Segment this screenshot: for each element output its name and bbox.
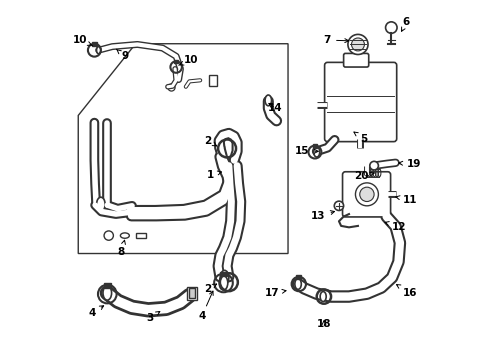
Ellipse shape	[314, 147, 320, 157]
Bar	[174, 60, 178, 63]
Ellipse shape	[97, 46, 101, 54]
Text: 10: 10	[73, 35, 93, 45]
Circle shape	[351, 38, 365, 51]
Text: 18: 18	[317, 319, 331, 329]
Circle shape	[386, 22, 397, 33]
Ellipse shape	[220, 270, 229, 285]
Ellipse shape	[265, 95, 271, 106]
Text: 4: 4	[198, 291, 213, 321]
Circle shape	[360, 187, 374, 202]
Bar	[136, 233, 147, 238]
Text: 2: 2	[204, 284, 217, 294]
Bar	[296, 275, 301, 279]
Bar	[187, 287, 197, 300]
Circle shape	[355, 183, 378, 206]
Text: 7: 7	[324, 35, 349, 45]
Text: 5: 5	[354, 132, 367, 144]
Bar	[189, 288, 195, 298]
Text: 1: 1	[207, 170, 221, 180]
FancyBboxPatch shape	[343, 53, 368, 67]
Text: 16: 16	[396, 284, 417, 298]
FancyBboxPatch shape	[343, 172, 391, 217]
Text: 11: 11	[396, 195, 417, 205]
Ellipse shape	[97, 197, 105, 212]
Ellipse shape	[219, 276, 228, 290]
Bar	[209, 75, 217, 86]
Ellipse shape	[103, 286, 112, 300]
Circle shape	[334, 201, 343, 211]
FancyBboxPatch shape	[324, 62, 397, 141]
Text: 3: 3	[147, 311, 160, 323]
Text: 17: 17	[265, 288, 286, 298]
Text: 12: 12	[385, 222, 407, 231]
Text: 13: 13	[311, 211, 335, 221]
Bar	[313, 144, 317, 148]
Bar	[220, 272, 227, 276]
Text: 15: 15	[295, 146, 318, 156]
Text: 10: 10	[179, 55, 198, 65]
Circle shape	[370, 161, 378, 170]
Ellipse shape	[295, 279, 301, 289]
Text: 8: 8	[118, 240, 125, 257]
Bar	[92, 42, 97, 46]
Bar	[104, 283, 111, 288]
Text: 9: 9	[116, 49, 128, 61]
Circle shape	[348, 35, 368, 54]
Text: 6: 6	[401, 17, 410, 31]
Text: 2: 2	[204, 136, 217, 146]
Text: 20: 20	[354, 171, 374, 181]
Text: 14: 14	[269, 103, 283, 113]
Ellipse shape	[320, 292, 326, 302]
Text: 19: 19	[399, 159, 421, 169]
Text: 4: 4	[89, 306, 104, 318]
